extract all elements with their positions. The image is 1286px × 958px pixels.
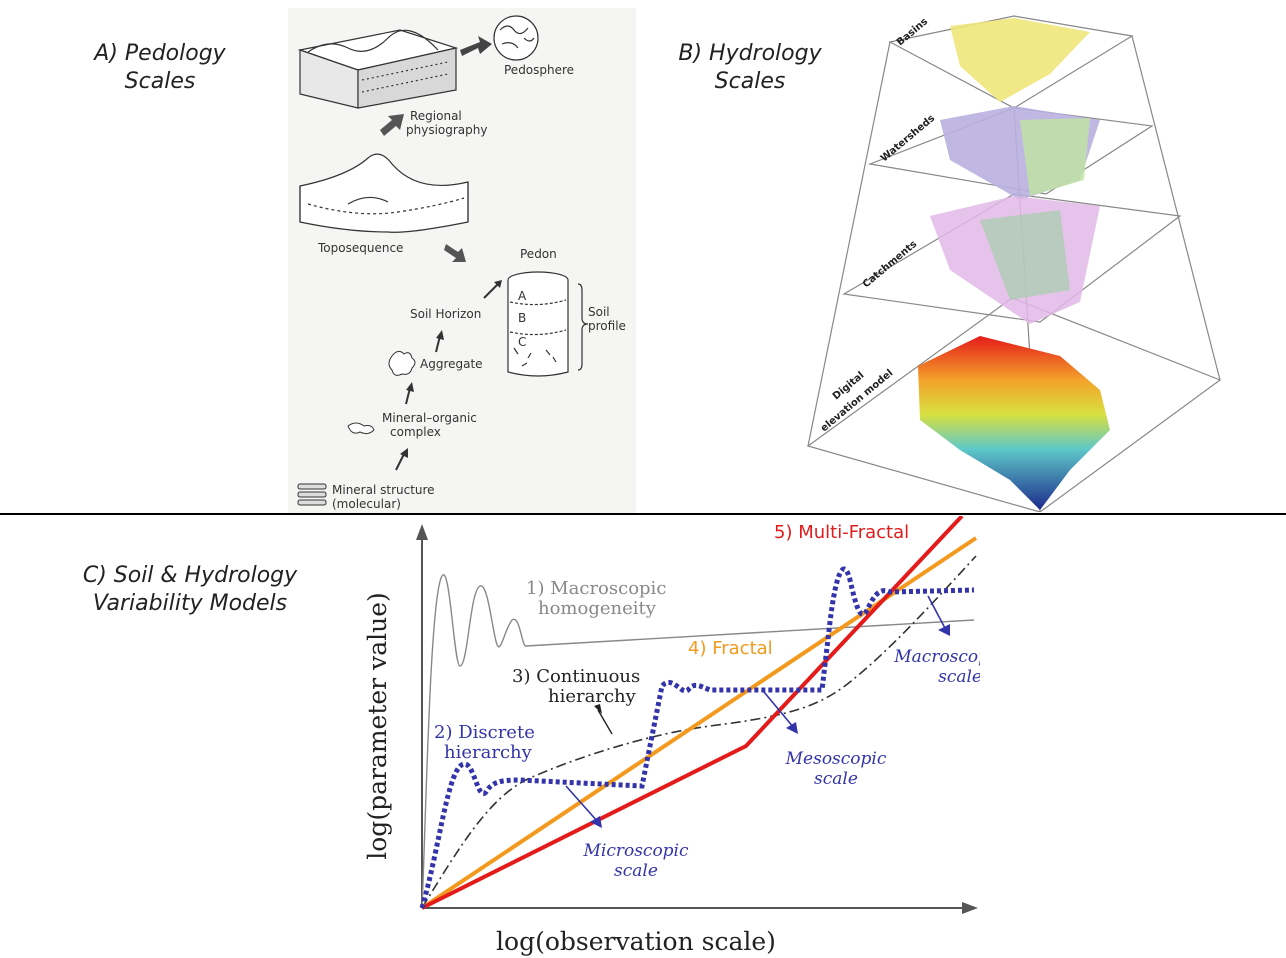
microscopic-pointer (565, 785, 599, 823)
panel-b-title-line2: Scales (714, 69, 786, 94)
macroscopic-label-line2: scale (938, 667, 980, 687)
macroscopic-pointer (927, 595, 947, 631)
hydrology-pyramid: Basins Watersheds Catchments Digital ele… (806, 15, 1222, 512)
model-3-label-line2: hierarchy (548, 686, 637, 707)
pedology-diagram: Pedosphere Regional physiography Toposeq… (288, 8, 636, 513)
soil-profile-label-line1: Soil (588, 305, 610, 319)
mineral-organic-label-line1: Mineral–organic (382, 411, 477, 425)
pyramid-layer-catchments: Catchments (861, 239, 919, 291)
mesoscopic-pointer (763, 691, 795, 729)
arrow-to-pedon (483, 283, 499, 299)
regional-label-line1: Regional (410, 109, 462, 123)
mineral-structure-icon (297, 483, 327, 506)
mineral-structure-label-line1: Mineral structure (332, 483, 435, 497)
model-5-line (421, 516, 964, 910)
soil-horizon-label: Soil Horizon (410, 307, 481, 321)
y-axis-arrow (416, 524, 428, 540)
pyramid-layer-basins: Basins (895, 16, 930, 48)
panel-a-title-line2: Scales (124, 69, 196, 94)
model-2-label-line1: 2) Discrete (434, 722, 535, 743)
panel-c-title-line1: C) Soil & Hydrology (82, 563, 298, 588)
model-3-label-line1: 3) Continuous (512, 666, 640, 687)
panel-c-title-line2: Variability Models (92, 591, 288, 616)
panel-b-title-line1: B) Hydrology (678, 41, 822, 66)
pyramid-layer-watersheds: Watersheds (879, 113, 937, 164)
soil-profile-label-line2: profile (588, 319, 626, 333)
pedon-column (507, 271, 569, 377)
toposequence-block (299, 153, 469, 233)
model-1-line (421, 574, 975, 909)
pedosphere-label: Pedosphere (504, 63, 574, 77)
arrow-to-toposequence (444, 244, 466, 262)
model-2-line (419, 566, 975, 909)
horizon-c-label: C (518, 335, 526, 349)
basins-map (950, 18, 1090, 102)
model-5-label: 5) Multi-Fractal (774, 522, 909, 543)
section-divider (0, 513, 1286, 515)
dem-map (918, 336, 1110, 510)
model-2-label-line2: hierarchy (444, 742, 533, 763)
model-3-line (421, 555, 977, 909)
panel-b-title: B) Hydrology Scales (655, 40, 845, 96)
landscape-block (297, 29, 459, 109)
mineral-structure-label-line2: (molecular) (332, 497, 401, 511)
model-4-label: 4) Fractal (688, 638, 773, 659)
aggregate-icon (388, 350, 416, 376)
model-3-pointer (597, 709, 613, 735)
y-axis-label: log(parameter value) (363, 592, 392, 859)
macroscopic-label-line1: Macroscopic (893, 647, 980, 667)
x-axis-arrow (962, 902, 978, 914)
panel-c-title: C) Soil & Hydrology Variability Models (50, 562, 330, 618)
pedon-label: Pedon (520, 247, 557, 261)
mesoscopic-label-line2: scale (814, 769, 858, 789)
mesoscopic-label-line1: Mesoscopic (785, 749, 887, 769)
toposequence-label: Toposequence (317, 241, 403, 255)
model-1-label-line1: 1) Macroscopic (526, 578, 666, 599)
mineral-organic-label-line2: complex (390, 425, 441, 439)
mineral-organic-icon (347, 422, 375, 435)
model-1-label-line2: homogeneity (538, 598, 657, 619)
horizon-b-label: B (518, 311, 526, 325)
variability-chart: log(observation scale) log(parameter val… (363, 516, 980, 956)
arrow-to-mineral-organic (395, 453, 405, 471)
arrow-to-pedosphere (460, 36, 492, 56)
panel-a-title: A) Pedology Scales (70, 40, 250, 96)
microscopic-label-line2: scale (614, 861, 658, 881)
horizon-a-label: A (518, 289, 527, 303)
arrow-to-regional (380, 114, 404, 136)
aggregate-label: Aggregate (420, 357, 483, 371)
regional-label-line2: physiography (406, 123, 487, 137)
globe-icon (493, 15, 539, 61)
microscopic-label-line1: Microscopic (582, 841, 689, 861)
panel-a-title-line1: A) Pedology (94, 41, 226, 66)
x-axis-label: log(observation scale) (496, 927, 776, 956)
soil-profile-brace (577, 283, 589, 371)
